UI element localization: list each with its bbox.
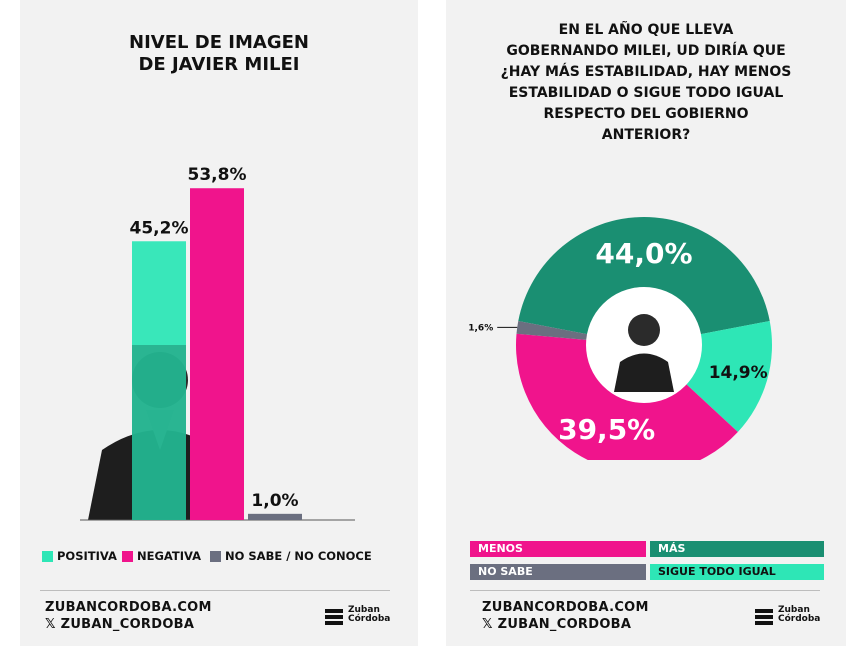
pie-value-label: 44,0% — [595, 237, 692, 270]
pie-value-label: 39,5% — [558, 413, 655, 446]
website-link[interactable]: ZUBANCORDOBA.COM — [482, 600, 649, 615]
logo-line-1: Zuban — [778, 605, 810, 615]
legend-label: NO SABE / NO CONOCE — [225, 549, 372, 563]
zuban-logo-icon — [323, 605, 345, 631]
bar-chart: 45,2% 53,8% 1,0% — [80, 165, 355, 521]
legend-swatch — [122, 550, 133, 562]
pie-chart: 44,0% 14,9% 39,5% 1,6% — [468, 217, 772, 460]
bar-value-label: 1,0% — [251, 491, 298, 511]
legend-label: POSITIVA — [57, 549, 117, 563]
social-handle[interactable]: 𝕏 ZUBAN_CORDOBA — [45, 617, 195, 632]
bar-value-label: 45,2% — [130, 218, 189, 238]
legend-item: MÁS — [650, 541, 824, 557]
logo-line-1: Zuban — [348, 605, 380, 615]
logo-line-2: Córdoba — [348, 614, 391, 624]
bar-chart-panel: NIVEL DE IMAGEN DE JAVIER MILEI 45,2% 53,… — [20, 0, 418, 646]
bar-1 — [132, 241, 186, 520]
bar-chart-title: NIVEL DE IMAGEN DE JAVIER MILEI — [129, 32, 309, 75]
zuban-logo-icon — [753, 605, 775, 631]
bar-value-label: 53,8% — [188, 165, 247, 185]
bar-3 — [248, 513, 302, 520]
pie-slice-1 — [518, 217, 770, 345]
legend-item: NO SABE / NO CONOCE — [210, 549, 372, 563]
person-photo — [614, 314, 674, 392]
legend-item: NEGATIVA — [122, 549, 201, 563]
pie-chart-title: EN EL AÑO QUE LLEVA GOBERNANDO MILEI, UD… — [500, 22, 792, 143]
legend-item: MENOS — [470, 541, 646, 557]
legend-item: NO SABE — [470, 564, 646, 580]
legend-label: NEGATIVA — [137, 549, 202, 563]
pie-chart-panel: EN EL AÑO QUE LLEVA GOBERNANDO MILEI, UD… — [446, 0, 846, 646]
legend-swatch — [210, 550, 221, 562]
legend-item: POSITIVA — [42, 549, 117, 563]
pie-value-label: 14,9% — [709, 363, 768, 383]
social-handle[interactable]: 𝕏 ZUBAN_CORDOBA — [482, 617, 632, 632]
bar-2 — [190, 188, 244, 520]
legend-item: SIGUE TODO IGUAL — [650, 564, 824, 580]
logo-line-2: Córdoba — [778, 614, 821, 624]
divider — [40, 590, 390, 591]
legend-swatch — [42, 550, 53, 562]
pie-value-label: 1,6% — [468, 323, 493, 333]
photo-overlay — [132, 345, 186, 520]
divider — [470, 590, 820, 591]
website-link[interactable]: ZUBANCORDOBA.COM — [45, 600, 212, 615]
